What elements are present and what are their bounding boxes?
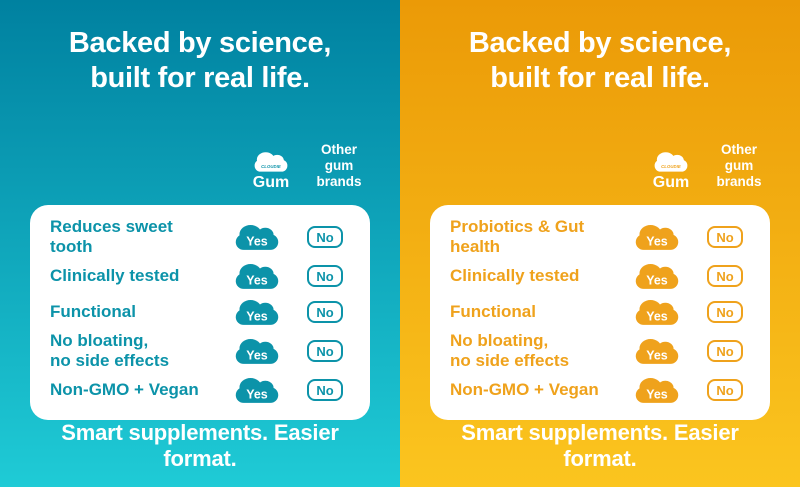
headline-line1: Backed by science,: [68, 27, 332, 59]
other-value-cell: No: [694, 301, 756, 323]
column-headers: CLOUDIE Gum Other gum brands: [30, 142, 370, 192]
brand-gum-label: Gum: [652, 174, 690, 191]
brand-column-header: CLOUDIE Gum: [634, 150, 708, 192]
comparison-row: No bloating, no side effects Yes No: [430, 330, 770, 372]
other-column-header: Other gum brands: [308, 142, 370, 192]
yes-label: Yes: [246, 387, 268, 401]
brand-cloud-icon: CLOUDIE: [654, 152, 688, 172]
yes-label: Yes: [646, 234, 668, 248]
headline-line2: built for real life.: [90, 62, 310, 94]
tagline: Smart supplements. Easier format.: [61, 420, 339, 471]
brand-value-cell: Yes: [620, 337, 694, 365]
no-badge: No: [307, 340, 343, 362]
yes-cloud-badge: Yes: [235, 264, 279, 289]
yes-cloud-badge: Yes: [235, 339, 279, 364]
brand-value-cell: Yes: [620, 298, 694, 326]
other-value-cell: No: [694, 226, 756, 248]
no-badge: No: [307, 379, 343, 401]
feature-label: Non-GMO + Vegan: [50, 380, 199, 399]
yes-cloud-badge: Yes: [235, 300, 279, 325]
yes-cloud-badge: Yes: [635, 339, 679, 364]
yes-cloud-badge: Yes: [635, 225, 679, 250]
comparison-row: Non-GMO + Vegan Yes No: [430, 372, 770, 408]
comparison-row: No bloating, no side effects Yes No: [30, 330, 370, 372]
brand-value-cell: Yes: [620, 376, 694, 404]
other-column-header: Other gum brands: [708, 142, 770, 192]
brand-value-cell: Yes: [220, 223, 294, 251]
other-value-cell: No: [294, 379, 356, 401]
brand-value-cell: Yes: [620, 223, 694, 251]
feature-label: No bloating, no side effects: [450, 331, 570, 370]
feature-label: Clinically tested: [50, 266, 180, 285]
panel-teal: Backed by science, built for real life. C…: [0, 0, 400, 487]
comparison-row: Functional Yes No: [30, 294, 370, 330]
comparison-row: Probiotics & Gut health Yes No: [430, 216, 770, 258]
yes-cloud-badge: Yes: [235, 225, 279, 250]
other-value-cell: No: [694, 379, 756, 401]
yes-label: Yes: [246, 234, 268, 248]
yes-label: Yes: [246, 348, 268, 362]
yes-label: Yes: [646, 309, 668, 323]
feature-label: Functional: [450, 302, 536, 321]
no-badge: No: [307, 265, 343, 287]
yes-label: Yes: [246, 273, 268, 287]
brand-value-cell: Yes: [220, 337, 294, 365]
other-value-cell: No: [294, 301, 356, 323]
feature-label: Reduces sweet tooth: [50, 217, 173, 256]
brand-cloud-label: CLOUDIE: [661, 164, 681, 169]
yes-cloud-badge: Yes: [635, 378, 679, 403]
brand-value-cell: Yes: [220, 298, 294, 326]
brand-value-cell: Yes: [220, 262, 294, 290]
headline: Backed by science, built for real life.: [430, 26, 770, 96]
feature-label: Clinically tested: [450, 266, 580, 285]
yes-label: Yes: [646, 387, 668, 401]
feature-label: Probiotics & Gut health: [450, 217, 585, 256]
yes-label: Yes: [246, 309, 268, 323]
comparison-row: Clinically tested Yes No: [30, 258, 370, 294]
comparison-card: Reduces sweet tooth Yes No Clinically te…: [30, 205, 370, 420]
feature-label: No bloating, no side effects: [50, 331, 170, 370]
headline-line1: Backed by science,: [468, 27, 732, 59]
no-badge: No: [707, 301, 743, 323]
other-value-cell: No: [294, 226, 356, 248]
other-value-cell: No: [294, 265, 356, 287]
brand-value-cell: Yes: [620, 262, 694, 290]
no-badge: No: [707, 379, 743, 401]
feature-label: Functional: [50, 302, 136, 321]
other-value-cell: No: [694, 265, 756, 287]
panel-orange: Backed by science, built for real life. C…: [400, 0, 800, 487]
yes-cloud-badge: Yes: [235, 378, 279, 403]
no-badge: No: [707, 226, 743, 248]
brand-cloud-icon: CLOUDIE: [254, 152, 288, 172]
brand-value-cell: Yes: [220, 376, 294, 404]
brand-column-header: CLOUDIE Gum: [234, 150, 308, 192]
no-badge: No: [707, 340, 743, 362]
yes-cloud-badge: Yes: [635, 264, 679, 289]
comparison-row: Functional Yes No: [430, 294, 770, 330]
yes-label: Yes: [646, 273, 668, 287]
no-badge: No: [707, 265, 743, 287]
column-headers: CLOUDIE Gum Other gum brands: [430, 142, 770, 192]
yes-label: Yes: [646, 348, 668, 362]
headline: Backed by science, built for real life.: [30, 26, 370, 96]
headline-line2: built for real life.: [490, 62, 710, 94]
other-value-cell: No: [294, 340, 356, 362]
yes-cloud-badge: Yes: [635, 300, 679, 325]
no-badge: No: [307, 301, 343, 323]
feature-label: Non-GMO + Vegan: [450, 380, 599, 399]
no-badge: No: [307, 226, 343, 248]
comparison-card: Probiotics & Gut health Yes No Clinicall…: [430, 205, 770, 420]
comparison-row: Reduces sweet tooth Yes No: [30, 216, 370, 258]
comparison-row: Clinically tested Yes No: [430, 258, 770, 294]
other-column-label: Other gum brands: [716, 142, 762, 189]
tagline: Smart supplements. Easier format.: [461, 420, 739, 471]
brand-gum-label: Gum: [252, 174, 290, 191]
comparison-row: Non-GMO + Vegan Yes No: [30, 372, 370, 408]
other-column-label: Other gum brands: [316, 142, 362, 189]
other-value-cell: No: [694, 340, 756, 362]
brand-cloud-label: CLOUDIE: [261, 164, 281, 169]
